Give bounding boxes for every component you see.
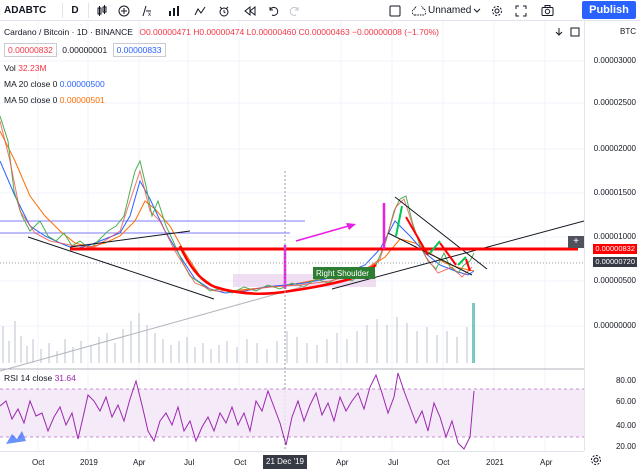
currency-label: BTC bbox=[620, 27, 636, 36]
ma50-legend: MA 50 close 0 0.00000501 bbox=[4, 95, 105, 105]
arrow-down-icon[interactable] bbox=[554, 27, 564, 40]
maximize-icon[interactable] bbox=[570, 27, 580, 40]
time-tick: Oct bbox=[32, 458, 45, 467]
vol-value: 32.23M bbox=[18, 63, 47, 73]
time-axis[interactable]: Oct 2019 Apr Jul Oct 21 Dec '19 Apr Jul … bbox=[0, 451, 584, 472]
time-tick: Apr bbox=[336, 458, 349, 467]
time-tick: Oct bbox=[234, 458, 247, 467]
green-arrow bbox=[429, 240, 441, 254]
interval-selector[interactable]: D bbox=[71, 5, 79, 16]
trend-line[interactable] bbox=[27, 236, 215, 300]
toolbar-divider bbox=[88, 3, 89, 18]
time-tick: 2021 bbox=[486, 458, 504, 467]
symbol-title[interactable]: Cardano / Bitcoin · 1D · BINANCE bbox=[4, 27, 133, 37]
time-tick: Apr bbox=[133, 458, 146, 467]
volume-legend: Vol 32.23M bbox=[4, 63, 47, 73]
green-arrow bbox=[457, 256, 467, 266]
price-tick: 0.00000500 bbox=[593, 276, 636, 285]
svg-text:x: x bbox=[148, 12, 151, 17]
ma50-value: 0.00000501 bbox=[59, 95, 105, 105]
time-tick: Apr bbox=[540, 458, 553, 467]
rsi-line bbox=[0, 372, 475, 450]
ma50-line bbox=[0, 130, 475, 292]
price-axis[interactable]: BTC 0.00003000 0.00002500 0.00002000 0.0… bbox=[584, 21, 640, 451]
cloud-icon bbox=[410, 0, 428, 21]
spread-value: 0.00000001 bbox=[62, 45, 108, 55]
rsi-band bbox=[0, 389, 584, 437]
wedge-lower-line[interactable] bbox=[387, 232, 473, 276]
indicators-icon[interactable]: x bbox=[139, 0, 157, 21]
toolbar-divider bbox=[62, 3, 63, 18]
ma20-legend: MA 20 close 0 0.00000500 bbox=[4, 79, 105, 89]
settings-icon[interactable] bbox=[488, 0, 506, 21]
time-tick: 2019 bbox=[80, 458, 98, 467]
symbol-search[interactable]: ADABTC bbox=[4, 5, 47, 16]
price-tick: 0.00001500 bbox=[593, 188, 636, 197]
ma20-label[interactable]: MA 20 close 0 bbox=[4, 79, 58, 89]
rsi-tick: 80.00 bbox=[615, 376, 636, 385]
price-tick: 0.00002000 bbox=[593, 144, 636, 153]
compare-icon[interactable] bbox=[115, 0, 133, 21]
alert-icon[interactable] bbox=[215, 0, 233, 21]
time-cursor-label: 21 Dec '19 bbox=[263, 455, 307, 469]
price-line bbox=[0, 115, 475, 294]
ohlc-values: O0.00000471 H0.00000474 L0.00000460 C0.0… bbox=[139, 27, 439, 37]
sell-price-button[interactable]: 0.00000832 bbox=[4, 43, 57, 57]
trend-line[interactable] bbox=[0, 285, 306, 372]
red-arrow bbox=[439, 242, 457, 266]
price-tick: 0.00000000 bbox=[593, 321, 636, 330]
candle-style-icon[interactable] bbox=[93, 0, 111, 21]
plus-icon[interactable]: + bbox=[568, 236, 584, 248]
rsi-tick: 20.00 bbox=[615, 442, 636, 451]
buy-price-button[interactable]: 0.00000833 bbox=[112, 43, 166, 57]
right-shoulder-label-bg[interactable] bbox=[313, 267, 375, 279]
time-tick: Oct bbox=[437, 458, 450, 467]
main-chart[interactable]: Right Shoulder bbox=[0, 21, 584, 451]
chart-grid bbox=[0, 21, 584, 451]
ma20-line bbox=[0, 160, 475, 294]
magenta-arrow[interactable] bbox=[295, 224, 353, 242]
ma50-label[interactable]: MA 50 close 0 bbox=[4, 95, 58, 105]
last-price-pill: 0.00000832 bbox=[593, 244, 637, 254]
crosshair-price-pill: 0.00000720 bbox=[593, 257, 637, 267]
chart-legend: Cardano / Bitcoin · 1D · BINANCE O0.0000… bbox=[4, 27, 439, 37]
rsi-value: 31.64 bbox=[54, 373, 76, 383]
publish-button[interactable]: Publish bbox=[582, 1, 636, 19]
price-tick: 0.00003000 bbox=[593, 56, 636, 65]
ma20-value: 0.00000500 bbox=[59, 79, 105, 89]
rsi-tick: 40.00 bbox=[615, 421, 636, 430]
rsi-legend: RSI 14 close 31.64 bbox=[4, 373, 76, 383]
right-shoulder-label: Right Shoulder bbox=[316, 269, 369, 278]
wedge-upper-line[interactable] bbox=[394, 196, 488, 270]
camera-icon[interactable] bbox=[538, 0, 556, 21]
rsi-label[interactable]: RSI 14 close bbox=[4, 373, 53, 383]
vol-label: Vol bbox=[4, 63, 16, 73]
price-tick: 0.00002500 bbox=[593, 98, 636, 107]
price-tick: 0.00001000 bbox=[593, 232, 636, 241]
redo-icon[interactable] bbox=[286, 0, 304, 21]
layout-name[interactable]: Unnamed bbox=[428, 5, 472, 16]
magenta-arrowhead bbox=[346, 223, 356, 230]
time-tick: Jul bbox=[184, 458, 195, 467]
volume-bars bbox=[2, 303, 475, 363]
undo-icon[interactable] bbox=[264, 0, 282, 21]
green-arrow bbox=[395, 205, 403, 237]
chevron-down-icon[interactable] bbox=[472, 0, 482, 21]
trade-buttons: 0.00000832 0.00000001 0.00000833 bbox=[4, 43, 169, 57]
axis-settings-icon[interactable] bbox=[590, 454, 602, 469]
replay-icon[interactable] bbox=[241, 0, 259, 21]
red-arrow bbox=[465, 258, 471, 272]
fullscreen-icon[interactable] bbox=[512, 0, 530, 21]
time-tick: Jul bbox=[388, 458, 399, 467]
trend-line[interactable] bbox=[69, 230, 191, 248]
red-arrow bbox=[405, 216, 429, 256]
layout-icon[interactable] bbox=[386, 0, 404, 21]
templates-icon[interactable] bbox=[191, 0, 209, 21]
rsi-tick: 60.00 bbox=[615, 397, 636, 406]
tradingview-logo-icon bbox=[6, 431, 26, 444]
financials-icon[interactable] bbox=[165, 0, 183, 21]
top-toolbar: ADABTC D x Unnamed Publi bbox=[0, 0, 640, 21]
